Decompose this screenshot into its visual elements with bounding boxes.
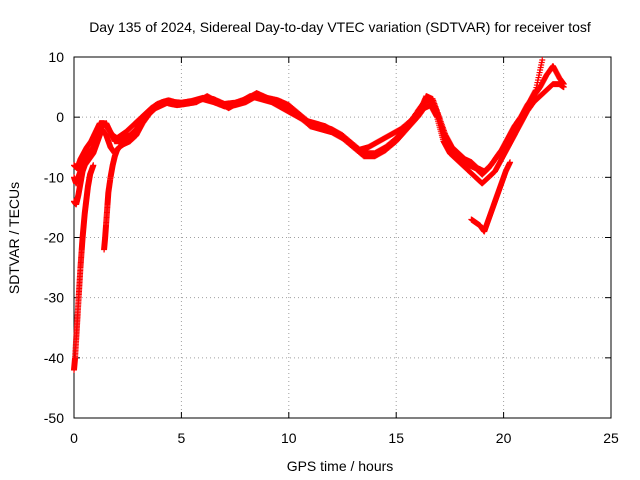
data-point-markers	[71, 81, 567, 208]
y-tick-label: 0	[56, 109, 64, 125]
data-series	[71, 57, 567, 373]
data-point-markers	[71, 162, 97, 373]
data-point-markers	[101, 144, 123, 253]
data-point-markers	[468, 159, 514, 235]
axis-ticks	[73, 56, 612, 419]
chart-title: Day 135 of 2024, Sidereal Day-to-day VTE…	[89, 19, 591, 35]
x-tick-label: 10	[281, 430, 297, 446]
y-tick-label: -20	[44, 230, 64, 246]
x-tick-label: 0	[70, 430, 78, 446]
data-point-markers	[71, 57, 546, 175]
y-axis-tick-labels: -50 -40 -30 -20 -10 0 10	[44, 49, 64, 426]
x-tick-label: 15	[388, 430, 404, 446]
x-axis-tick-labels: 0 5 10 15 20 25	[70, 430, 619, 446]
x-tick-label: 20	[496, 430, 512, 446]
series-arc-1	[71, 81, 567, 208]
series-arc-4	[71, 162, 97, 373]
series-arc-3	[71, 57, 546, 175]
x-tick-label: 25	[603, 430, 619, 446]
series-arc-6	[468, 159, 514, 235]
y-tick-label: -40	[44, 350, 64, 366]
series-arc-5	[101, 144, 123, 253]
grid-lines	[74, 57, 611, 418]
y-tick-label: -30	[44, 290, 64, 306]
y-axis-title: SDTVAR / TECUs	[6, 182, 22, 294]
x-tick-label: 5	[178, 430, 186, 446]
y-tick-label: 10	[48, 49, 64, 65]
y-tick-label: -50	[44, 410, 64, 426]
y-tick-label: -10	[44, 169, 64, 185]
x-axis-title: GPS time / hours	[287, 458, 394, 474]
